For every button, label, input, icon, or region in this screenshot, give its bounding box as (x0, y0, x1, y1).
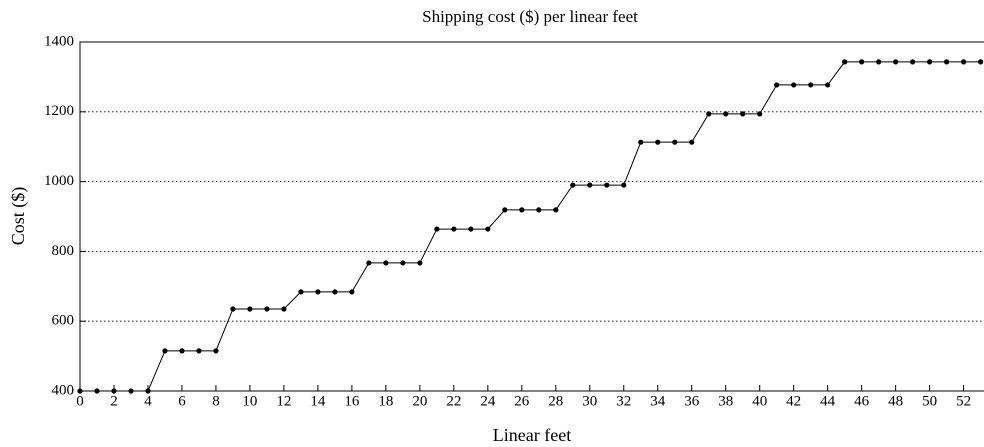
x-tick-label: 0 (76, 393, 84, 409)
data-point (978, 59, 984, 65)
y-tick-label: 600 (52, 313, 75, 329)
data-point (536, 207, 542, 213)
data-point (944, 59, 950, 65)
data-point (400, 260, 406, 266)
data-point (196, 348, 202, 354)
data-point (927, 59, 933, 65)
plot-frame (79, 41, 984, 392)
data-point (604, 182, 610, 188)
data-point (553, 207, 559, 213)
data-point (451, 226, 457, 232)
x-tick-label: 2 (110, 393, 118, 409)
data-point (281, 306, 287, 312)
x-tick-label: 36 (684, 393, 700, 409)
x-tick-label: 8 (212, 393, 220, 409)
y-tick-label: 1200 (44, 103, 74, 119)
data-point (621, 182, 627, 188)
x-tick-label: 40 (752, 393, 767, 409)
data-point (128, 388, 134, 394)
y-axis-label: Cost ($) (8, 187, 29, 246)
data-point (213, 348, 219, 354)
y-tick-label: 800 (52, 243, 75, 259)
data-point (655, 139, 661, 145)
data-point (570, 182, 576, 188)
data-point (366, 260, 372, 266)
x-tick-label: 38 (718, 393, 733, 409)
x-tick-label: 22 (446, 393, 461, 409)
x-tick-label: 46 (854, 393, 870, 409)
data-point (315, 289, 321, 295)
data-point (842, 59, 848, 65)
data-point (961, 59, 967, 65)
x-tick-label: 10 (242, 393, 257, 409)
y-tick-label: 1000 (44, 173, 74, 189)
data-point (332, 289, 338, 295)
x-tick-label: 6 (178, 393, 186, 409)
x-tick-label: 34 (650, 393, 666, 409)
x-tick-label: 30 (582, 393, 597, 409)
x-tick-label: 18 (378, 393, 393, 409)
x-tick-label: 32 (616, 393, 631, 409)
chart-title: Shipping cost ($) per linear feet (422, 7, 638, 26)
data-point (485, 226, 491, 232)
data-point (247, 306, 253, 312)
x-tick-label: 26 (514, 393, 530, 409)
data-point (825, 82, 831, 88)
data-point (672, 139, 678, 145)
data-point (519, 207, 525, 213)
x-tick-label: 44 (820, 393, 836, 409)
x-tick-label: 16 (344, 393, 360, 409)
x-tick-label: 24 (480, 393, 496, 409)
data-point (145, 388, 151, 394)
data-point (910, 59, 916, 65)
x-tick-label: 48 (888, 393, 903, 409)
data-point (77, 388, 83, 394)
y-tick-label: 1400 (44, 33, 74, 49)
data-point (94, 388, 100, 394)
data-point (757, 111, 763, 117)
x-tick-label: 12 (276, 393, 291, 409)
data-point (791, 82, 797, 88)
data-point (587, 182, 593, 188)
data-point (876, 59, 882, 65)
x-tick-label: 42 (786, 393, 801, 409)
data-point (298, 289, 304, 295)
x-tick-label: 20 (412, 393, 427, 409)
x-tick-label: 14 (310, 393, 326, 409)
data-point (264, 306, 270, 312)
data-point (893, 59, 899, 65)
data-point (706, 111, 712, 117)
x-tick-label: 50 (922, 393, 937, 409)
data-point (434, 226, 440, 232)
data-point (162, 348, 168, 354)
y-tick-label: 400 (52, 382, 75, 398)
x-tick-label: 52 (956, 393, 971, 409)
data-point (417, 260, 423, 266)
data-point (111, 388, 117, 394)
data-point (383, 260, 389, 266)
data-point (502, 207, 508, 213)
data-point (179, 348, 185, 354)
x-axis-label: Linear feet (493, 425, 571, 445)
data-point (740, 111, 746, 117)
data-line (80, 61, 981, 392)
data-point (638, 139, 644, 145)
data-point (723, 111, 729, 117)
x-tick-label: 28 (548, 393, 563, 409)
data-point (230, 306, 236, 312)
data-point (689, 139, 695, 145)
data-point (468, 226, 474, 232)
data-point (774, 82, 780, 88)
data-point (859, 59, 865, 65)
data-point (349, 289, 355, 295)
x-tick-label: 4 (144, 393, 152, 409)
data-point (808, 82, 814, 88)
